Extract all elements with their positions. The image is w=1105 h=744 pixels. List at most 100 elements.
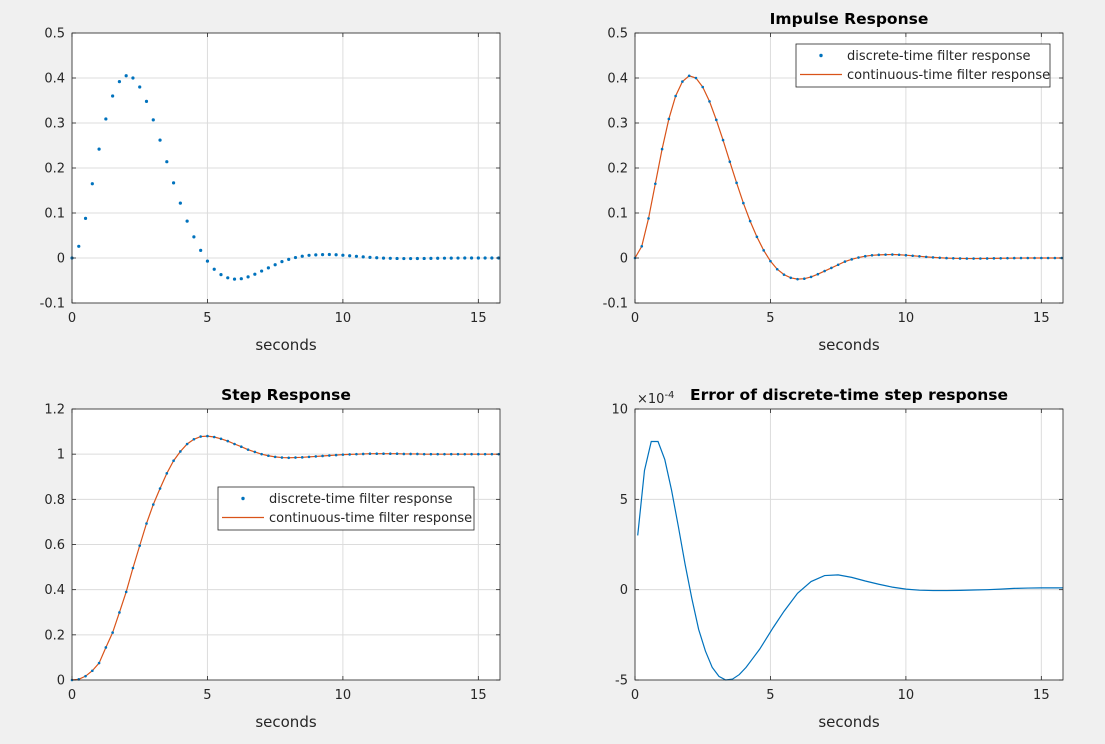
data-point — [104, 117, 108, 121]
y-tick-label: 0.1 — [44, 207, 65, 222]
data-point — [300, 456, 304, 459]
x-tick-label: 15 — [1033, 311, 1050, 326]
data-point — [469, 256, 474, 260]
data-point — [90, 182, 94, 186]
data-point — [341, 453, 345, 456]
data-point — [179, 450, 182, 453]
data-point — [429, 452, 433, 456]
data-point — [83, 216, 88, 220]
data-point — [334, 253, 338, 257]
data-point — [924, 255, 928, 259]
data-point — [863, 254, 867, 258]
chart-title: Error of discrete-time step response — [690, 386, 1008, 404]
y-tick-label: -0.1 — [603, 297, 628, 312]
data-point — [321, 454, 324, 458]
data-point — [931, 256, 935, 259]
legend: discrete-time filter response continuous-… — [795, 43, 1051, 88]
data-point — [382, 452, 385, 456]
data-point — [253, 450, 257, 454]
data-point — [314, 455, 318, 458]
data-point — [823, 269, 826, 273]
data-point — [368, 452, 372, 456]
y-tick-label: 0.4 — [44, 72, 65, 87]
data-point — [442, 256, 447, 260]
data-point — [368, 255, 372, 259]
data-point — [456, 452, 460, 456]
data-point — [836, 263, 840, 267]
data-point — [327, 252, 331, 257]
data-point — [131, 566, 135, 570]
legend-entry-label: continuous-time filter response — [269, 511, 472, 526]
data-point — [449, 256, 453, 260]
axes-box — [634, 408, 1064, 681]
plot-data — [637, 440, 1063, 681]
series-line-1 — [637, 440, 1063, 681]
data-point — [97, 661, 101, 665]
data-point — [84, 674, 87, 678]
data-point — [131, 76, 135, 80]
data-point — [328, 454, 331, 457]
x-axis-label: seconds — [255, 713, 316, 731]
data-point — [985, 257, 989, 260]
data-point — [708, 100, 711, 103]
data-point — [843, 260, 847, 263]
data-point — [463, 256, 467, 260]
y-tick-label: 0.4 — [607, 72, 628, 87]
data-point — [320, 253, 325, 257]
data-point — [348, 453, 351, 456]
data-point — [735, 181, 738, 185]
data-point — [212, 435, 216, 439]
data-point — [694, 76, 698, 80]
data-point — [395, 256, 399, 261]
data-point — [246, 448, 250, 451]
data-point — [422, 256, 426, 261]
legend-box — [217, 486, 475, 531]
data-point — [416, 452, 419, 456]
data-point — [361, 255, 365, 259]
data-point — [972, 257, 975, 260]
y-tick-label: 0.2 — [44, 162, 65, 177]
data-point — [151, 118, 155, 122]
x-tick-label: 15 — [470, 311, 487, 326]
data-point — [654, 182, 657, 186]
data-point — [992, 257, 996, 260]
data-point — [341, 253, 345, 257]
plot-data — [633, 74, 1063, 281]
data-point — [388, 452, 392, 456]
data-point — [375, 256, 379, 260]
data-point — [260, 452, 263, 456]
axes-2: 0 5 10 15-0.100.10.20.30.40.5secondsImpulse… — [603, 10, 1064, 354]
data-point — [701, 85, 705, 89]
data-point — [124, 74, 128, 78]
data-point — [809, 275, 813, 279]
x-tick-label: 0 — [68, 688, 76, 703]
data-point — [762, 249, 765, 252]
data-point — [402, 256, 406, 261]
x-axis-label: seconds — [255, 336, 316, 354]
y-tick-label: -0.1 — [40, 297, 65, 312]
data-point — [348, 254, 352, 258]
y-tick-label: 0.1 — [607, 207, 628, 222]
data-point — [958, 257, 962, 260]
data-point — [205, 259, 210, 263]
data-point — [714, 118, 718, 122]
y-tick-label: 1 — [57, 448, 65, 463]
data-point — [226, 276, 230, 280]
data-point — [144, 99, 149, 103]
series-line-2 — [71, 435, 499, 681]
data-point — [1040, 256, 1043, 260]
data-point — [409, 256, 413, 261]
data-point — [97, 147, 101, 151]
x-tick-label: 0 — [68, 311, 76, 326]
data-point — [294, 456, 297, 459]
y-tick-label: 0 — [57, 252, 65, 267]
data-point — [667, 117, 671, 121]
exponent-base: ×10 — [637, 392, 664, 407]
x-tick-label: 0 — [631, 311, 639, 326]
data-point — [233, 442, 236, 446]
data-point — [674, 94, 677, 98]
data-point — [660, 147, 664, 151]
data-point — [151, 503, 155, 506]
data-point — [192, 437, 196, 441]
